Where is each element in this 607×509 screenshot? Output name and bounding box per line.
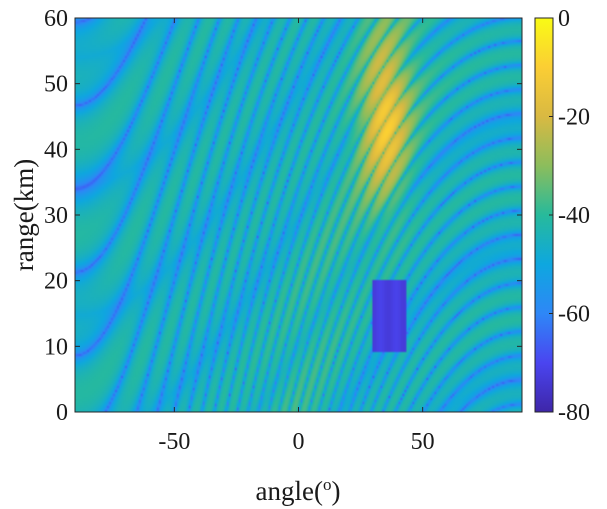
y-tick-label: 60: [44, 6, 68, 32]
y-axis-label: range(km): [9, 159, 39, 271]
colorbar-tick-label: 0: [558, 6, 570, 32]
y-tick-label: 10: [44, 334, 68, 360]
colorbar-tick-label: -60: [558, 302, 590, 328]
y-tick-label: 0: [56, 400, 68, 426]
heatmap-image: [75, 18, 522, 412]
x-tick-label: -50: [158, 429, 190, 455]
y-tick-label: 40: [44, 137, 68, 163]
colorbar-tick-label: -80: [558, 400, 590, 426]
colorbar-ticks: 0 -20 -40 -60 -80: [549, 6, 590, 426]
y-tick-label: 20: [44, 269, 68, 295]
colorbar-tick-label: -20: [558, 105, 590, 131]
x-axis-label: angle(o): [256, 475, 341, 506]
x-tick-label: 50: [411, 429, 435, 455]
y-tick-label: 30: [44, 203, 68, 229]
colorbar-tick-label: -40: [558, 203, 590, 229]
x-tick-label: 0: [293, 429, 305, 455]
y-axis: 0 10 20 30 40 50 60: [44, 6, 522, 426]
x-axis: -50 0 50: [158, 18, 435, 455]
y-tick-label: 50: [44, 72, 68, 98]
